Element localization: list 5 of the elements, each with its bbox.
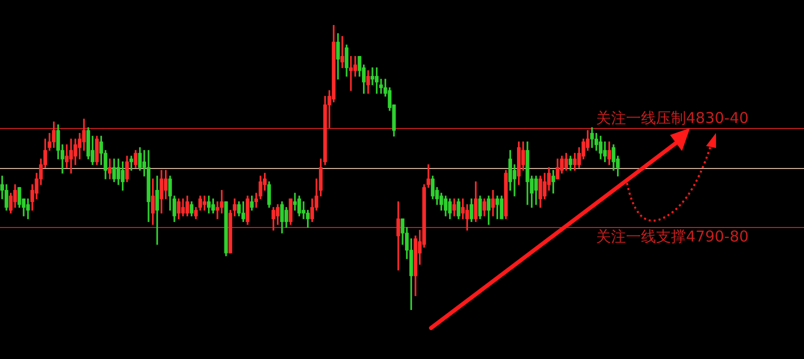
ref-line-label: 关注一线支撑4790-80 bbox=[596, 228, 749, 246]
candlestick bbox=[293, 192, 297, 211]
candlestick bbox=[370, 67, 374, 86]
candlestick bbox=[202, 196, 206, 211]
ref-line-label: 关注一线压制4830-40 bbox=[596, 108, 749, 127]
